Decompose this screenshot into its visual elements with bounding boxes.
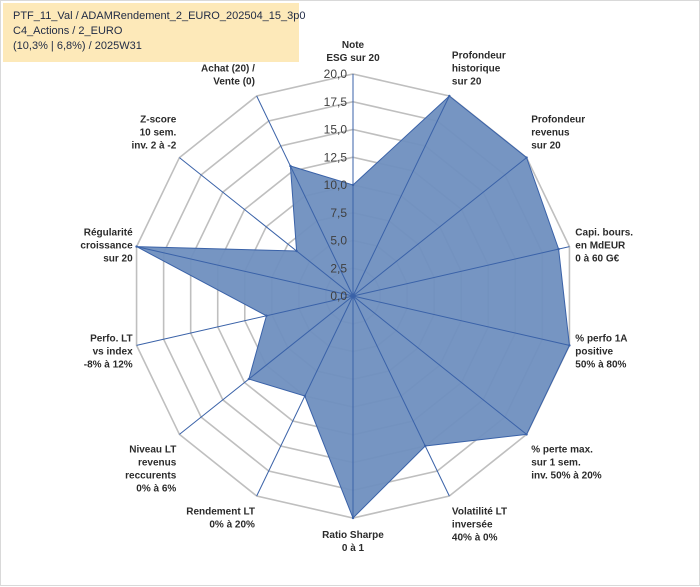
axis-spoke-5 [352, 295, 570, 346]
tick-label-6: 15,0 [324, 123, 348, 137]
title-line-1: PTF_11_Val / ADAMRendement_2_EURO_202504… [13, 10, 306, 22]
axis-label-3-line-3: sur 20 [531, 141, 561, 152]
tick-label-5: 12,5 [324, 150, 348, 164]
axis-label-10-line-3: reccurents [125, 470, 177, 481]
axis-spoke-12 [136, 246, 354, 297]
axis-label-4-line-2: en MdEUR [575, 241, 626, 252]
axis-label-13-line-2: 10 sem. [140, 128, 177, 139]
tick-label-7: 17,5 [324, 95, 348, 109]
axis-label-3-line-2: revenus [531, 128, 570, 139]
axis-label-6-line-1: % perte max. [531, 444, 593, 455]
axis-label-8-line-2: 0 à 1 [342, 543, 365, 554]
axis-label-2-line-2: historique [452, 64, 501, 75]
axis-label-5: % perfo 1A positive 50% à 80% [575, 333, 627, 370]
axis-label-10-line-2: revenus [138, 457, 177, 468]
axis-label-6: % perte max. sur 1 sem. inv. 50% à 20% [531, 444, 602, 481]
axis-label-7-line-1: Volatilité LT [452, 506, 507, 517]
axis-label-10-line-4: 0% à 6% [136, 483, 176, 494]
chart-title-box: PTF_11_Val / ADAMRendement_2_EURO_202504… [3, 3, 306, 62]
axis-spoke-3 [352, 157, 527, 297]
data-point-14 [289, 164, 292, 168]
axis-label-12-line-1: Régularité [84, 228, 133, 239]
data-point-8 [351, 516, 355, 520]
data-point-1 [351, 183, 355, 187]
data-point-7 [424, 444, 427, 448]
data-point-9 [303, 394, 307, 398]
axis-label-12: Régularité croissance sur 20 [80, 228, 133, 265]
axis-label-1-line-1: Note [342, 40, 365, 51]
tick-label-3: 7,5 [330, 206, 347, 220]
axis-spoke-4 [352, 246, 570, 297]
data-point-10 [247, 377, 251, 381]
axis-label-14-line-2: Achat (20) / [201, 64, 255, 75]
axis-label-3-line-1: Profondeur [531, 115, 585, 126]
axis-label-13-line-3: inv. 2 à -2 [131, 141, 176, 152]
axis-label-12-line-2: croissance [80, 241, 133, 252]
axis-spoke-2 [352, 95, 450, 297]
axis-label-4: Capi. bours. en MdEUR 0 à 60 G€ [575, 228, 633, 265]
axis-spoke-13 [179, 157, 354, 297]
axis-label-8: Ratio Sharpe 0 à 1 [322, 530, 384, 554]
axis-label-2-line-1: Profondeur [452, 51, 506, 62]
axis-label-9: Rendement LT 0% à 20% [186, 506, 255, 530]
axis-label-6-line-2: sur 1 sem. [531, 457, 581, 468]
tick-label-4: 10,0 [324, 178, 348, 192]
title-line-3: (10,3% | 6,8%) / 2025W31 [13, 40, 142, 52]
tick-label-0: 0,0 [330, 289, 347, 303]
axis-label-6-line-3: inv. 50% à 20% [531, 470, 602, 481]
axis-label-11-line-2: vs index [93, 346, 133, 357]
axis-label-11-line-1: Perfo. LT [90, 333, 133, 344]
axis-label-5-line-3: 50% à 80% [575, 359, 626, 370]
axis-label-9-line-2: 0% à 20% [209, 519, 255, 530]
axis-label-5-line-1: % perfo 1A [575, 333, 627, 344]
axis-label-1-line-2: ESG sur 20 [326, 53, 380, 64]
tick-label-1: 2,5 [330, 261, 347, 275]
axis-label-7-line-3: 40% à 0% [452, 532, 498, 543]
axis-label-2-line-3: sur 20 [452, 77, 482, 88]
axis-label-7: Volatilité LT inversée 40% à 0% [452, 506, 507, 543]
axis-spoke-6 [352, 295, 527, 435]
axis-spoke-10 [179, 295, 354, 435]
axis-label-13-line-1: Z-score [140, 115, 177, 126]
data-point-2 [448, 94, 451, 98]
axis-label-10-line-1: Niveau LT [129, 444, 176, 455]
axis-label-1: Note ESG sur 20 [326, 40, 380, 64]
axis-label-13: Z-score 10 sem. inv. 2 à -2 [131, 115, 176, 152]
data-point-12 [135, 245, 138, 248]
data-point-6 [525, 433, 528, 436]
title-line-2: C4_Actions / 2_EURO [13, 25, 123, 37]
axis-label-8-line-1: Ratio Sharpe [322, 530, 384, 541]
axis-label-11: Perfo. LT vs index -8% à 12% [84, 333, 133, 370]
axis-label-11-line-3: -8% à 12% [84, 359, 133, 370]
data-point-3 [525, 156, 528, 159]
tick-label-8: 20,0 [324, 67, 348, 81]
data-point-4 [557, 247, 560, 251]
axis-label-9-line-1: Rendement LT [186, 506, 255, 517]
data-point-5 [568, 344, 571, 347]
axis-label-14-line-3: Vente (0) [213, 77, 255, 88]
tick-label-2: 5,0 [330, 234, 347, 248]
axis-label-5-line-2: positive [575, 346, 613, 357]
axis-label-4-line-3: 0 à 60 G€ [575, 254, 619, 265]
axis-label-3: Profondeur revenus sur 20 [531, 115, 585, 152]
axis-label-7-line-2: inversée [452, 519, 493, 530]
axis-label-12-line-3: sur 20 [103, 254, 133, 265]
axis-label-4-line-1: Capi. bours. [575, 228, 633, 239]
axis-label-10: Niveau LT revenus reccurents 0% à 6% [125, 444, 177, 494]
data-point-11 [265, 314, 268, 317]
axis-spoke-14 [256, 95, 354, 297]
axis-label-2: Profondeur historique sur 20 [452, 51, 506, 88]
data-point-13 [295, 249, 298, 253]
axis-spoke-7 [352, 295, 450, 497]
axis-spoke-11 [136, 295, 354, 346]
